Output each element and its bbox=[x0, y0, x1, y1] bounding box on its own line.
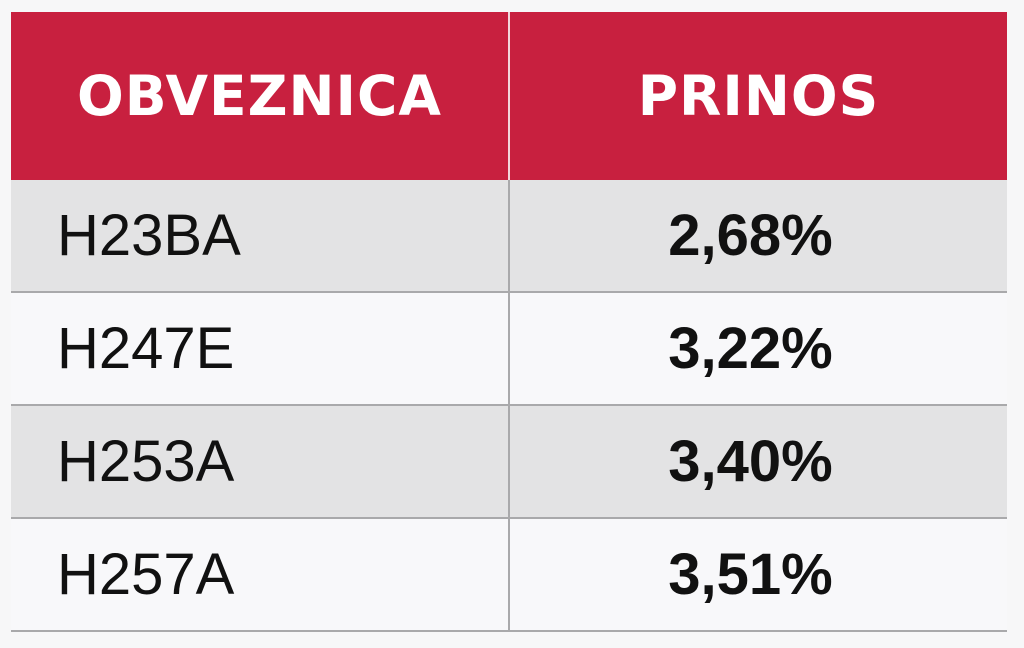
table-row: H247E 3,22% bbox=[11, 292, 1007, 406]
bond-yield-table-container: OBVEZNICA PRINOS H23BA 2,68% H247E 3,22%… bbox=[11, 12, 1007, 632]
table-row: H23BA 2,68% bbox=[11, 180, 1007, 293]
header-yield: PRINOS bbox=[509, 12, 1007, 180]
yield-cell: 3,40% bbox=[509, 405, 1007, 519]
bond-yield-table: OBVEZNICA PRINOS H23BA 2,68% H247E 3,22%… bbox=[11, 12, 1007, 632]
table-body: H23BA 2,68% H247E 3,22% H253A 3,40% H257… bbox=[11, 180, 1007, 632]
bond-name-cell: H253A bbox=[11, 405, 510, 519]
yield-cell: 3,22% bbox=[509, 292, 1007, 406]
table-row: H257A 3,51% bbox=[11, 518, 1007, 632]
table-header: OBVEZNICA PRINOS bbox=[11, 12, 1007, 180]
yield-cell: 3,51% bbox=[509, 518, 1007, 632]
bond-name-cell: H23BA bbox=[11, 180, 510, 293]
bond-name-cell: H257A bbox=[11, 518, 510, 632]
header-bond: OBVEZNICA bbox=[11, 12, 510, 180]
bond-name-cell: H247E bbox=[11, 292, 510, 406]
table-row: H253A 3,40% bbox=[11, 405, 1007, 519]
header-row: OBVEZNICA PRINOS bbox=[11, 12, 1007, 180]
yield-cell: 2,68% bbox=[509, 180, 1007, 293]
